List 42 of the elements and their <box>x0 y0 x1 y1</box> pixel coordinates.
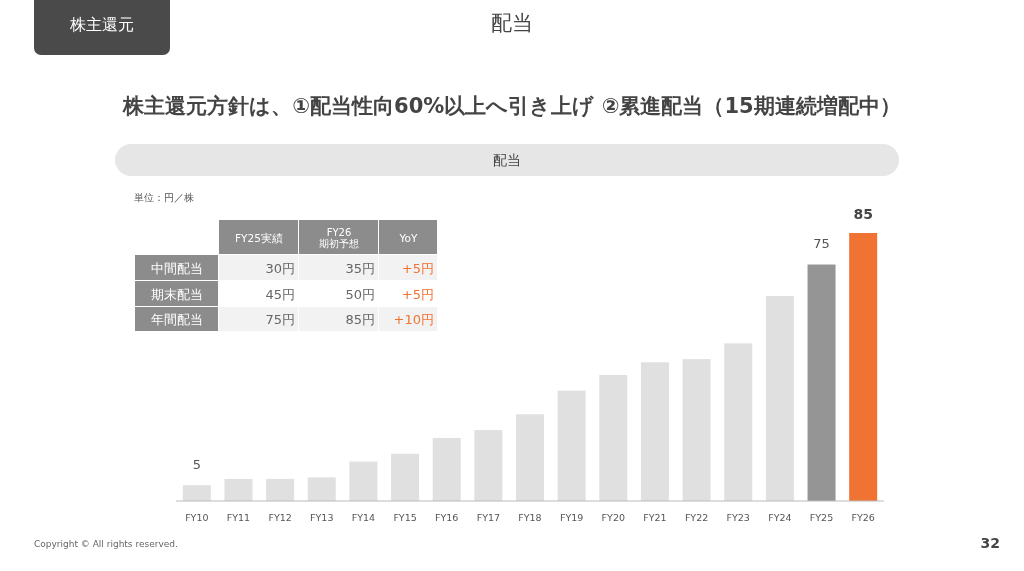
x-tick-label: FY26 <box>851 511 875 523</box>
section-tab: 株主還元 <box>34 0 170 55</box>
x-tick-label: FY20 <box>601 511 625 523</box>
x-tick-label: FY23 <box>726 511 750 523</box>
annotation: FY26 期初予想 <box>319 226 359 249</box>
chart-title: 配当 <box>491 11 533 35</box>
x-tick-label: FY15 <box>393 511 417 523</box>
annotation: 85円 <box>345 312 375 327</box>
text: 単位：円／株 <box>134 191 194 203</box>
x-tick-label: FY17 <box>476 511 501 523</box>
data-label: 75 <box>813 236 830 252</box>
text: 32 <box>980 535 1000 551</box>
annotation: 年間配当 <box>151 312 203 327</box>
annotation: 75円 <box>265 312 295 327</box>
annotation: +10円 <box>393 312 434 327</box>
chart-subtitle: 株主還元方針は、①配当性向60%以上へ引き上げ ②累進配当（15期連続増配中） <box>122 94 901 118</box>
x-tick-label: FY22 <box>684 511 709 523</box>
panel-header: 配当 <box>115 144 899 176</box>
x-tick-label: FY16 <box>435 511 459 523</box>
annotation: 期末配当 <box>151 286 203 302</box>
x-tick-label: FY11 <box>226 511 251 523</box>
x-tick-label: FY10 <box>185 511 209 523</box>
text: Copyright © All rights reserved. <box>34 539 178 549</box>
annotation: 中間配当 <box>151 260 203 276</box>
x-tick-label: FY14 <box>351 511 376 523</box>
data-label: 85 <box>853 206 873 222</box>
x-tick-label: FY18 <box>518 511 542 523</box>
annotation: +5円 <box>401 260 434 276</box>
annotation: 45円 <box>265 286 295 302</box>
x-tick-label: FY19 <box>559 511 584 523</box>
annotation: FY25実績 <box>235 231 283 244</box>
x-tick-label: FY24 <box>768 511 792 523</box>
annotation: +5円 <box>401 286 434 302</box>
x-tick-label: FY25 <box>809 511 834 523</box>
x-tick-label: FY21 <box>643 511 667 523</box>
annotation: 35円 <box>345 260 375 276</box>
annotation: YoY <box>398 231 419 244</box>
data-label: 5 <box>192 456 201 472</box>
x-tick-label: FY13 <box>310 511 334 523</box>
annotation: 50円 <box>345 286 375 302</box>
annotation: 30円 <box>265 260 295 276</box>
x-tick-label: FY12 <box>268 511 292 523</box>
